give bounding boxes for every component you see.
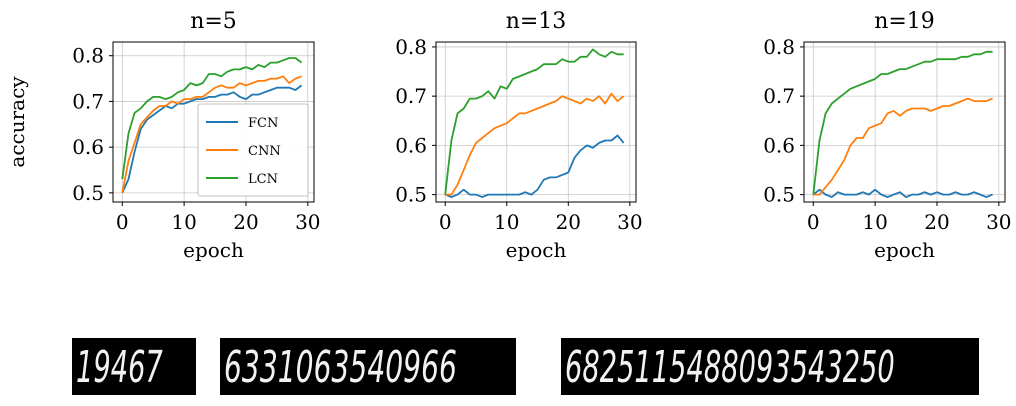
tick-label-x: 0 — [116, 210, 129, 234]
tick-label-x: 10 — [862, 210, 887, 234]
tick-label-x: 30 — [986, 210, 1011, 234]
tick-label-y: 0.8 — [763, 35, 795, 59]
tick-label-y: 0.5 — [72, 181, 104, 205]
tick-label-y: 0.7 — [763, 84, 795, 108]
chart-2: 0 10 20 30 0.5 0.6 0.7 0.8 n=13 epoch — [395, 9, 642, 262]
chart-title: n=13 — [506, 9, 567, 34]
series-line-cnn — [121, 75, 302, 194]
tick-label-y: 0.7 — [395, 84, 427, 108]
chart-1: 0 10 20 30 0.5 0.6 0.7 0.8 n=5 epoch accuracy FCN CN… — [5, 9, 321, 262]
x-axis-label: epoch — [183, 238, 244, 262]
series-line-fcn — [444, 134, 625, 199]
tick-label-x: 0 — [439, 210, 452, 234]
digit-strip-1-text: 19467 — [76, 342, 163, 393]
tick-label-y: 0.7 — [72, 89, 104, 113]
tick-label-y: 0.8 — [395, 35, 427, 59]
legend-box — [197, 103, 309, 197]
series-line-cnn — [813, 97, 993, 196]
tick-label-x: 20 — [924, 210, 949, 234]
chart-3: 0 10 20 30 0.5 0.6 0.7 0.8 n=19 epoch — [763, 9, 1011, 262]
legend-label-fcn: FCN — [248, 116, 278, 131]
tick-label-x: 30 — [295, 210, 320, 234]
tick-label-x: 10 — [494, 210, 519, 234]
digit-strip-1: 19467 — [72, 338, 196, 395]
digit-strip-2: 6331063540966 — [220, 338, 516, 395]
axes-frame — [435, 41, 637, 203]
chart-title: n=5 — [190, 9, 237, 34]
tick-label-y: 0.6 — [72, 135, 104, 159]
series-line-fcn — [121, 84, 303, 194]
digit-strip-3: 6825115488093543250 — [561, 338, 979, 395]
tick-label-x: 10 — [171, 210, 196, 234]
legend-label-cnn: CNN — [248, 144, 281, 159]
tick-label-x: 20 — [556, 210, 581, 234]
tick-label-y: 0.6 — [395, 133, 427, 157]
digit-strip-3-text: 6825115488093543250 — [565, 342, 895, 393]
axes-frame — [112, 41, 315, 203]
tick-label-y: 0.5 — [395, 183, 427, 207]
series-line-lcn — [812, 50, 993, 195]
tick-label-x: 20 — [233, 210, 258, 234]
series-line-lcn — [444, 48, 624, 195]
digit-strip-2-text: 6331063540966 — [224, 342, 457, 393]
tick-label-x: 30 — [617, 210, 642, 234]
x-axis-label: epoch — [506, 238, 567, 262]
series-line-fcn — [812, 188, 993, 199]
charts-figure: 0 10 20 30 0.5 0.6 0.7 0.8 n=5 epoch accuracy FCN CN… — [5, 9, 1012, 262]
tick-label-x: 0 — [807, 210, 820, 234]
y-axis-label: accuracy — [5, 76, 29, 168]
legend-label-lcn: LCN — [248, 172, 278, 187]
tick-label-y: 0.8 — [72, 44, 104, 68]
series-line-lcn — [121, 57, 303, 180]
tick-label-y: 0.6 — [763, 133, 795, 157]
x-axis-label: epoch — [874, 238, 935, 262]
chart-title: n=19 — [874, 9, 935, 34]
axes-frame — [803, 41, 1006, 203]
series-line-cnn — [445, 92, 625, 196]
legend: FCN CNN LCN — [197, 103, 309, 197]
tick-label-y: 0.5 — [763, 183, 795, 207]
